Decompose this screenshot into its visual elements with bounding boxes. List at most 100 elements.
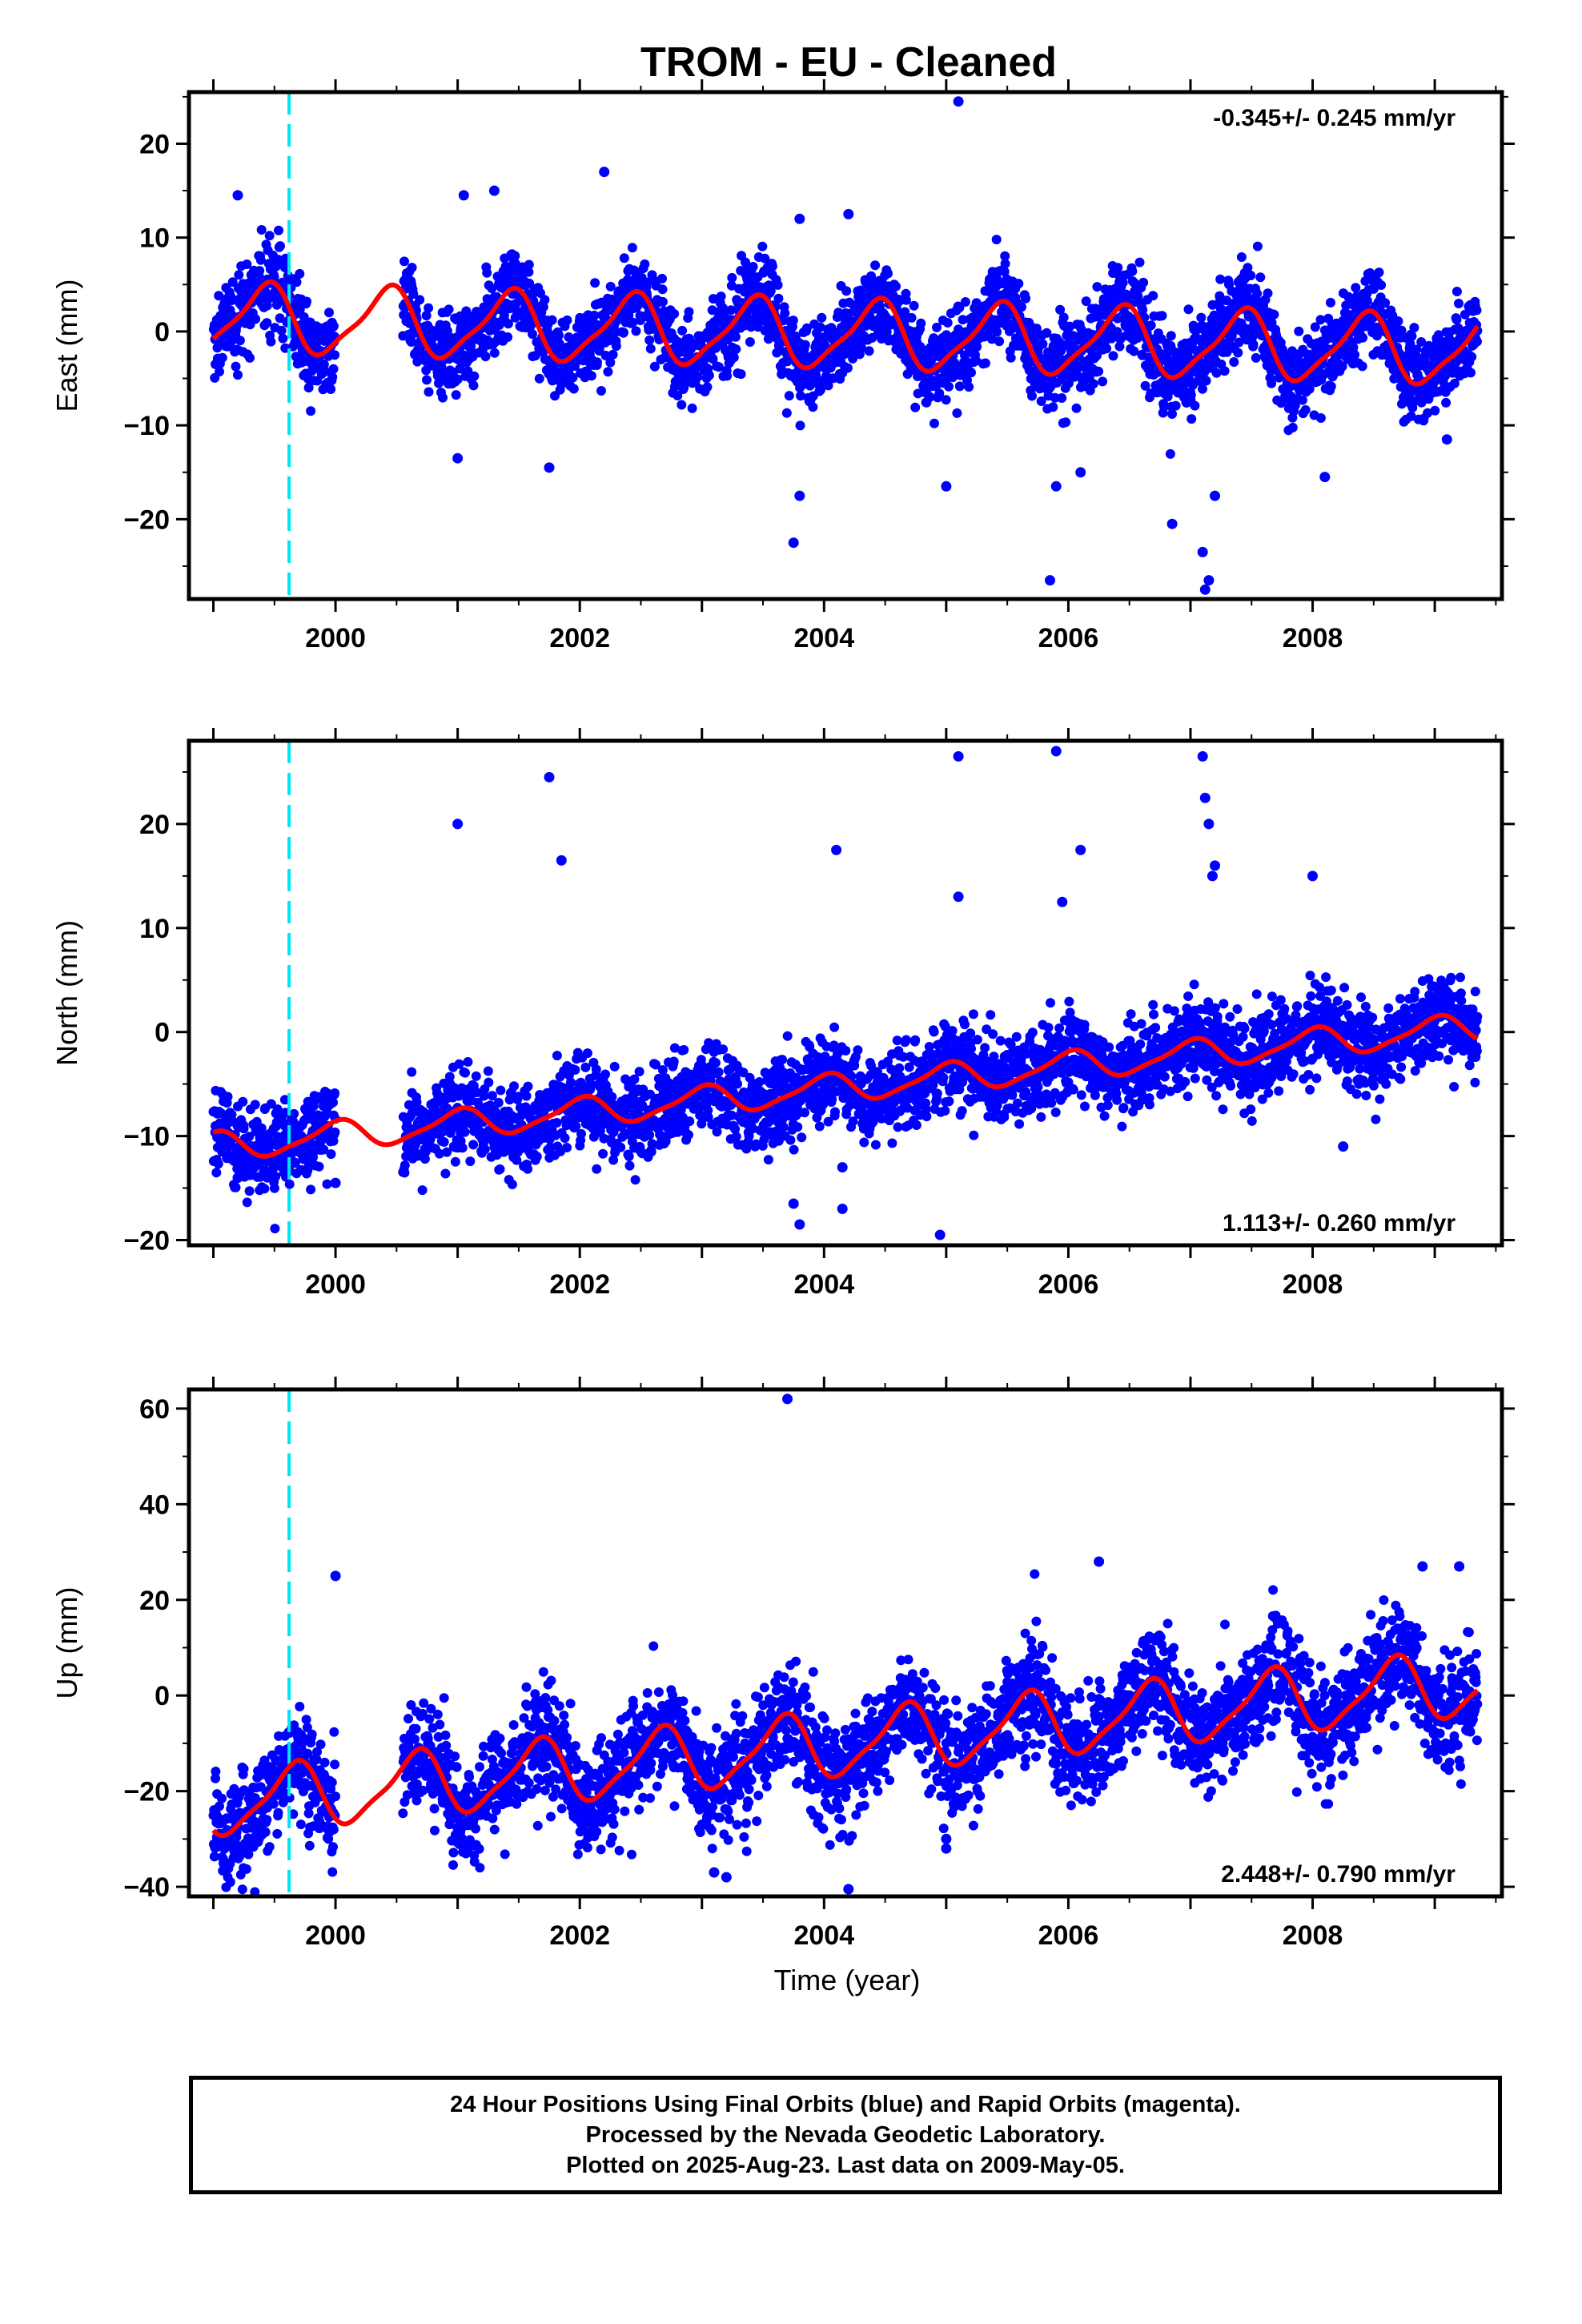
data-point xyxy=(780,308,790,318)
data-point xyxy=(552,1051,562,1061)
data-point xyxy=(266,336,276,347)
data-point xyxy=(598,1148,608,1159)
data-point xyxy=(1337,361,1347,372)
data-point xyxy=(883,268,893,279)
data-point xyxy=(1452,287,1462,296)
data-point xyxy=(800,1108,809,1118)
data-point xyxy=(596,386,606,396)
data-point xyxy=(1058,312,1069,323)
data-point xyxy=(576,1128,586,1139)
data-point xyxy=(630,1175,640,1185)
data-point xyxy=(964,382,974,392)
data-point xyxy=(489,348,500,358)
data-point xyxy=(1300,404,1311,415)
data-point xyxy=(417,1185,428,1196)
outlier-point xyxy=(1199,584,1211,595)
data-point xyxy=(624,1160,635,1171)
data-point xyxy=(1129,346,1139,356)
data-point xyxy=(1233,348,1243,358)
data-point xyxy=(256,225,267,235)
data-point xyxy=(685,1116,695,1127)
data-point xyxy=(954,303,965,313)
data-point xyxy=(765,286,776,296)
data-point xyxy=(1263,288,1273,299)
data-point xyxy=(534,373,544,384)
x-tick-label: 2008 xyxy=(1283,623,1343,653)
data-point xyxy=(716,292,726,302)
data-point xyxy=(640,259,650,269)
data-point xyxy=(406,337,416,347)
data-point xyxy=(684,307,694,317)
data-point xyxy=(870,260,881,271)
data-point xyxy=(958,315,968,325)
data-point xyxy=(644,1130,655,1140)
data-point xyxy=(805,380,815,391)
data-point xyxy=(262,318,272,328)
x-tick-label: 2000 xyxy=(305,623,366,653)
data-point xyxy=(250,1100,260,1110)
data-point xyxy=(580,1062,591,1072)
data-point xyxy=(848,353,858,364)
data-point xyxy=(302,296,311,307)
x-tick-label: 2004 xyxy=(793,1269,854,1300)
data-point xyxy=(568,384,579,394)
data-point xyxy=(238,1096,248,1107)
data-point xyxy=(748,262,758,271)
data-point xyxy=(994,336,1005,347)
x-tick-label: 2004 xyxy=(793,623,854,653)
data-point xyxy=(881,327,892,337)
data-point xyxy=(745,337,755,347)
data-point xyxy=(1246,271,1256,280)
data-point xyxy=(291,277,302,287)
data-point xyxy=(657,284,668,295)
data-point xyxy=(605,357,616,368)
data-point xyxy=(452,374,463,384)
data-point xyxy=(469,371,480,381)
data-point xyxy=(1102,344,1112,354)
data-point xyxy=(306,1184,316,1195)
data-point xyxy=(733,1079,742,1089)
data-point xyxy=(1042,328,1052,338)
data-point xyxy=(468,1140,479,1150)
data-point xyxy=(657,296,668,307)
data-point xyxy=(244,1186,255,1196)
data-point xyxy=(421,311,432,321)
data-point xyxy=(255,255,266,265)
data-point xyxy=(314,1161,324,1172)
data-point xyxy=(925,392,935,402)
data-point xyxy=(471,1071,481,1081)
data-point xyxy=(841,286,852,296)
data-point xyxy=(814,1121,825,1132)
data-point xyxy=(1211,368,1222,378)
data-point xyxy=(503,332,513,342)
data-point xyxy=(628,317,638,328)
data-point xyxy=(611,341,621,352)
data-point xyxy=(407,1067,417,1077)
outlier-point xyxy=(794,213,805,224)
data-point xyxy=(1310,322,1320,332)
data-point xyxy=(407,263,417,273)
data-point xyxy=(992,327,1002,337)
data-point xyxy=(320,366,331,376)
data-point xyxy=(677,400,687,410)
observations xyxy=(208,746,1483,1240)
data-point xyxy=(440,1168,451,1179)
data-point xyxy=(796,391,805,401)
data-point xyxy=(326,1149,336,1160)
data-point xyxy=(960,297,970,307)
data-point xyxy=(1409,323,1419,333)
data-point xyxy=(1055,304,1066,315)
x-tick-label: 2002 xyxy=(549,1269,610,1300)
data-point xyxy=(1393,316,1403,326)
data-point xyxy=(1236,252,1247,262)
data-point xyxy=(900,307,910,317)
data-point xyxy=(1186,390,1196,400)
data-point xyxy=(730,332,741,342)
data-point xyxy=(211,1168,222,1178)
outlier-point xyxy=(599,167,610,178)
data-point xyxy=(1198,384,1207,394)
data-point xyxy=(424,303,434,313)
data-point xyxy=(528,329,537,340)
data-point xyxy=(523,1164,533,1174)
x-tick-label: 2006 xyxy=(1038,1269,1099,1300)
